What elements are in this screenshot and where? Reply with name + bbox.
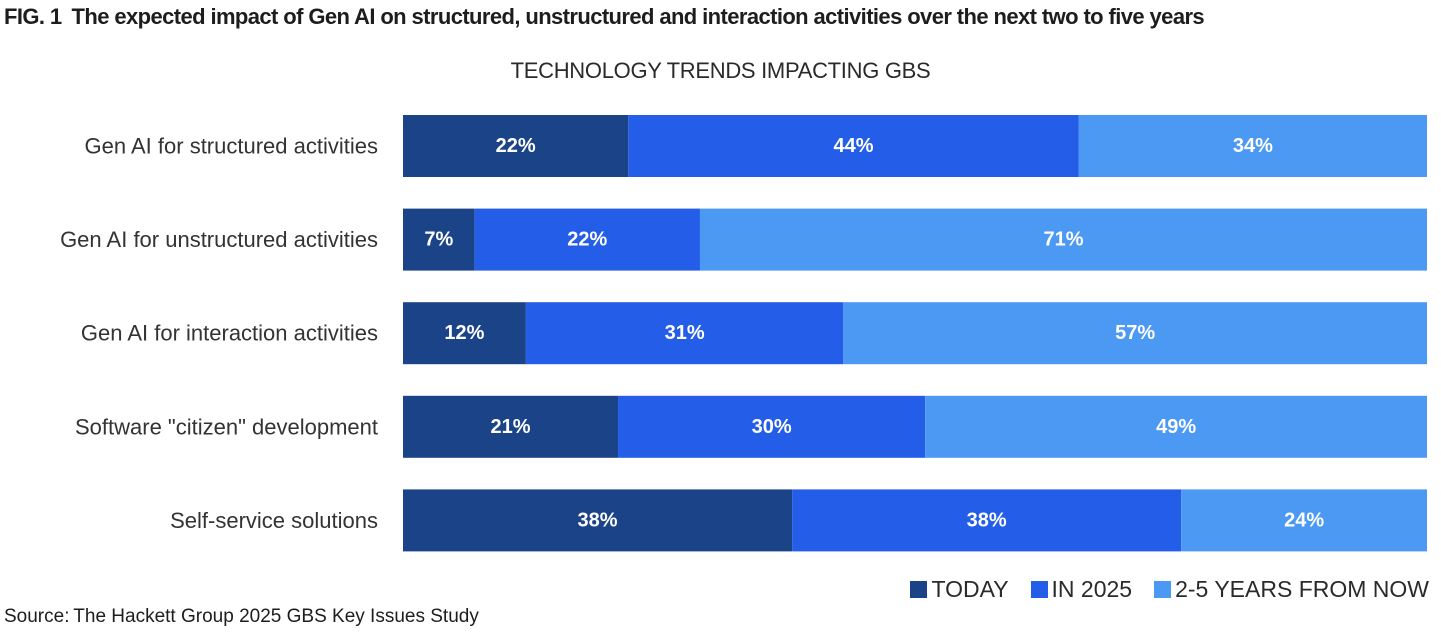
- bar-segment: [403, 115, 629, 177]
- figure-title-text: The expected impact of Gen AI on structu…: [71, 4, 1205, 29]
- legend-swatch: [910, 581, 928, 598]
- chart-legend: TODAY IN 2025 2-5 YEARS FROM NOW: [888, 576, 1429, 603]
- bar-segment: [628, 115, 1079, 177]
- value-label: 21%: [491, 416, 531, 438]
- legend-label: TODAY: [931, 576, 1009, 602]
- value-label: 30%: [752, 416, 792, 438]
- value-label: 12%: [444, 322, 484, 344]
- value-label: 24%: [1284, 509, 1324, 531]
- bar-segment: [1181, 489, 1427, 552]
- category-label: Gen AI for interaction activities: [81, 321, 378, 346]
- category-label: Gen AI for unstructured activities: [60, 227, 378, 252]
- category-label: Self-service solutions: [170, 508, 378, 533]
- bar-segment: [843, 302, 1427, 365]
- value-label: 22%: [567, 229, 607, 251]
- figure-number: FIG. 1: [4, 4, 62, 29]
- value-label: 34%: [1233, 135, 1273, 157]
- chart-title: TECHNOLOGY TRENDS IMPACTING GBS: [510, 58, 931, 83]
- figure-title: FIG. 1 The expected impact of Gen AI on s…: [4, 4, 1205, 30]
- value-label: 49%: [1156, 416, 1196, 438]
- bar-segment: [403, 489, 793, 552]
- bar-segment: [403, 395, 619, 458]
- legend-swatch: [1154, 581, 1172, 598]
- value-label: 38%: [967, 509, 1007, 531]
- bar-segment: [618, 395, 926, 458]
- bar-segment: [1078, 115, 1427, 177]
- value-label: 7%: [424, 229, 453, 251]
- value-label: 38%: [578, 509, 618, 531]
- value-label: 22%: [496, 135, 536, 157]
- bar-segment: [699, 208, 1427, 271]
- bar-segment: [474, 208, 700, 271]
- bar-group: Software "citizen" development 21% 30% 49%: [75, 395, 1427, 458]
- bar-group: Gen AI for unstructured activities 7% 22% 7…: [60, 208, 1427, 271]
- value-label: 44%: [834, 135, 874, 157]
- legend-label: 2-5 YEARS FROM NOW: [1175, 576, 1429, 602]
- bar-group: Self-service solutions 38% 38% 24%: [170, 489, 1427, 552]
- source-note: Source: The Hackett Group 2025 GBS Key I…: [4, 606, 479, 627]
- legend-item: IN 2025: [1030, 576, 1133, 603]
- bar-group: Gen AI for interaction activities 12% 31% 5…: [81, 302, 1427, 365]
- category-label: Gen AI for structured activities: [85, 134, 378, 159]
- bar-group: Gen AI for structured activities 22% 44% 34…: [85, 115, 1427, 177]
- legend-swatch: [1030, 581, 1048, 598]
- bar-segment: [403, 302, 526, 365]
- bar-segment: [792, 489, 1182, 552]
- value-label: 31%: [665, 322, 705, 344]
- legend-item: 2-5 YEARS FROM NOW: [1154, 576, 1429, 603]
- bar-segment: [403, 208, 475, 271]
- value-label: 57%: [1115, 322, 1155, 344]
- bar-segment: [525, 302, 844, 365]
- legend-label: IN 2025: [1051, 576, 1133, 602]
- bar-segment: [925, 395, 1427, 458]
- category-label: Software "citizen" development: [75, 414, 378, 439]
- legend-item: TODAY: [910, 576, 1009, 603]
- value-label: 71%: [1043, 229, 1083, 251]
